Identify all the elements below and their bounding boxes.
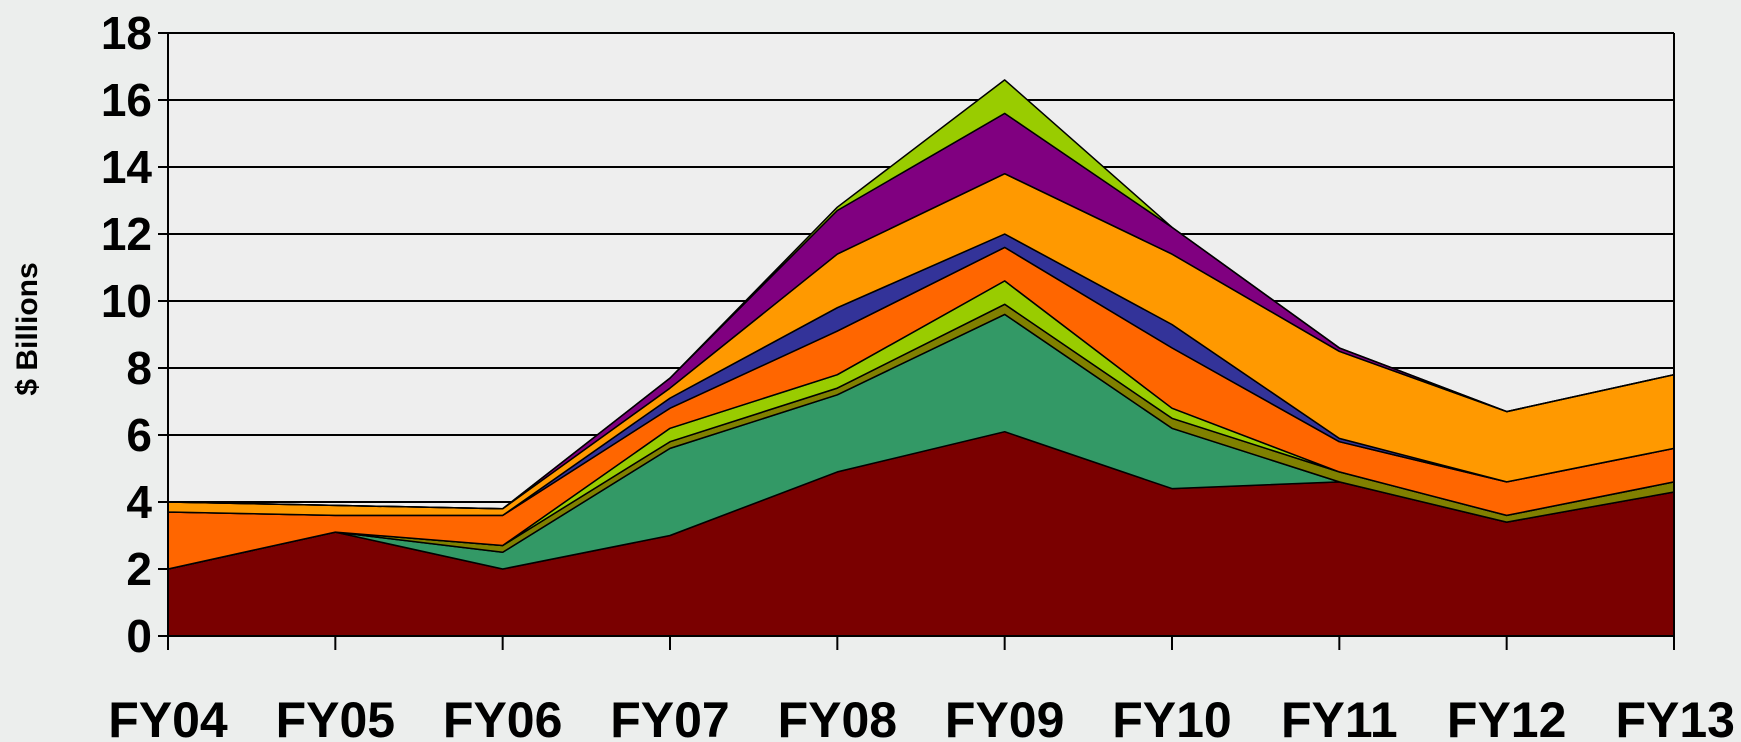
x-tick-labels: FY04 FY05 FY06 FY07 FY08 FY09 FY10 FY11 FY12 FY13 xyxy=(108,692,1735,742)
y-tick-label: 6 xyxy=(126,409,152,461)
y-tick-label: 12 xyxy=(101,208,152,260)
axes xyxy=(158,32,1675,650)
y-tick-labels: 0 2 4 6 8 10 12 14 16 18 xyxy=(101,7,153,662)
y-tick-label: 2 xyxy=(126,543,152,595)
x-tick-label: FY09 xyxy=(945,692,1065,742)
y-tick-label: 10 xyxy=(101,275,152,327)
x-tick-label: FY07 xyxy=(610,692,730,742)
x-tick-label: FY05 xyxy=(276,692,396,742)
y-tick-label: 14 xyxy=(101,141,153,193)
y-tick-label: 8 xyxy=(126,342,152,394)
y-axis-label: $ Billions xyxy=(11,262,44,395)
y-tick-label: 0 xyxy=(126,610,152,662)
y-tick-label: 4 xyxy=(126,476,152,528)
x-tick-label: FY11 xyxy=(1281,692,1398,742)
x-tick-label: FY06 xyxy=(443,692,563,742)
y-tick-label: 18 xyxy=(101,7,152,59)
x-tick-label: FY13 xyxy=(1615,692,1735,742)
x-tick-label: FY04 xyxy=(108,692,228,742)
x-tick-label: FY08 xyxy=(778,692,898,742)
x-tick-label: FY10 xyxy=(1112,692,1232,742)
x-tick-label: FY12 xyxy=(1447,692,1567,742)
y-tick-label: 16 xyxy=(101,74,152,126)
